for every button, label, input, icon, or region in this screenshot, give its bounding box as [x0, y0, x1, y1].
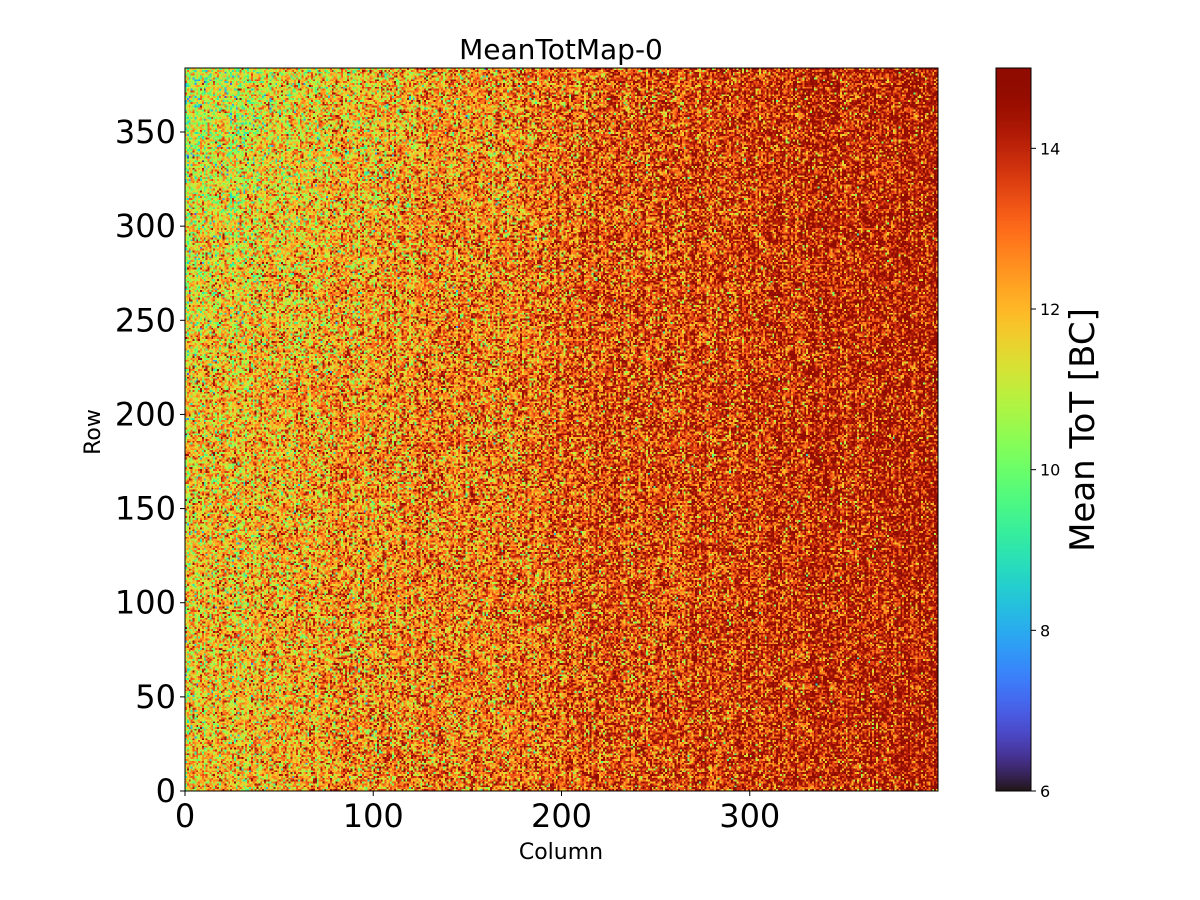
x-tick-label: 200 — [531, 797, 592, 835]
colorbar-ticks: 6 8 10 12 14 — [1031, 139, 1060, 801]
y-tick-label: 350 — [115, 113, 176, 151]
x-tick-label: 0 — [175, 797, 195, 835]
y-axis-ticks: 0 50 100 150 200 250 300 350 — [115, 113, 185, 810]
colorbar-tick-label: 12 — [1040, 300, 1060, 319]
chart-title: MeanTotMap-0 — [459, 33, 663, 66]
x-tick-label: 100 — [343, 797, 404, 835]
y-tick-label: 250 — [115, 301, 176, 339]
colorbar-gradient — [996, 68, 1031, 791]
colorbar-tick-label: 14 — [1040, 139, 1060, 158]
y-tick-label: 200 — [115, 395, 176, 433]
y-tick-label: 50 — [135, 678, 176, 716]
y-tick-label: 100 — [115, 584, 176, 622]
plot-frame — [184, 67, 939, 792]
colorbar-label: Mean ToT [BC] — [1063, 308, 1103, 552]
colorbar-tick-label: 8 — [1040, 621, 1050, 640]
x-axis-ticks: 0 100 200 300 — [175, 791, 780, 835]
heatmap-image — [185, 68, 938, 791]
y-tick-label: 300 — [115, 207, 176, 245]
colorbar-tick-label: 10 — [1040, 461, 1060, 480]
colorbar-tick-label: 6 — [1040, 782, 1050, 801]
y-tick-label: 0 — [156, 772, 176, 810]
x-axis-label: Column — [519, 840, 603, 865]
y-tick-label: 150 — [115, 490, 176, 528]
x-tick-label: 300 — [719, 797, 780, 835]
colorbar-frame — [995, 67, 1032, 792]
y-axis-label: Row — [81, 409, 106, 455]
